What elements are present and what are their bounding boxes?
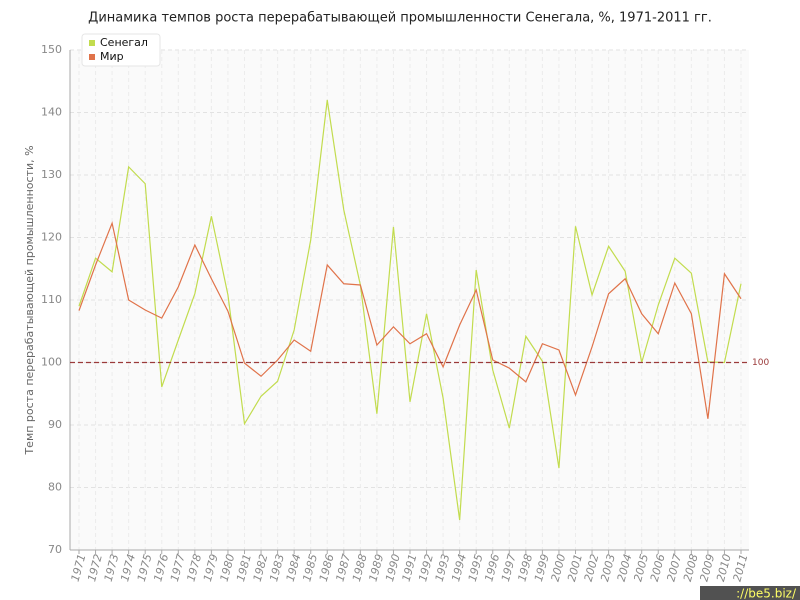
series-line bbox=[78, 221, 742, 419]
y-tick-label: 120 bbox=[41, 231, 62, 244]
y-tick-label: 90 bbox=[48, 418, 62, 431]
legend-label: Мир bbox=[100, 50, 124, 63]
legend-marker bbox=[89, 54, 95, 60]
y-axis-label: Темп роста перерабатывающей промышленнос… bbox=[23, 145, 36, 455]
y-tick-label: 70 bbox=[48, 543, 62, 556]
y-tick-label: 80 bbox=[48, 481, 62, 494]
chart-title: Динамика темпов роста перерабатывающей п… bbox=[88, 11, 712, 26]
legend-label: Сенегал bbox=[100, 36, 148, 49]
y-tick-label: 140 bbox=[41, 106, 62, 119]
y-tick-label: 110 bbox=[41, 293, 62, 306]
series-line bbox=[78, 99, 742, 521]
reference-label: 100 bbox=[752, 358, 769, 368]
x-tick-label: 2011 bbox=[731, 553, 751, 583]
legend-box bbox=[81, 33, 161, 67]
y-tick-label: 150 bbox=[41, 43, 62, 56]
watermark-bg bbox=[700, 586, 800, 600]
legend-marker bbox=[89, 40, 95, 46]
y-tick-label: 100 bbox=[41, 356, 62, 369]
watermark: ://be5.biz/ bbox=[736, 587, 797, 600]
y-tick-label: 130 bbox=[41, 168, 62, 181]
